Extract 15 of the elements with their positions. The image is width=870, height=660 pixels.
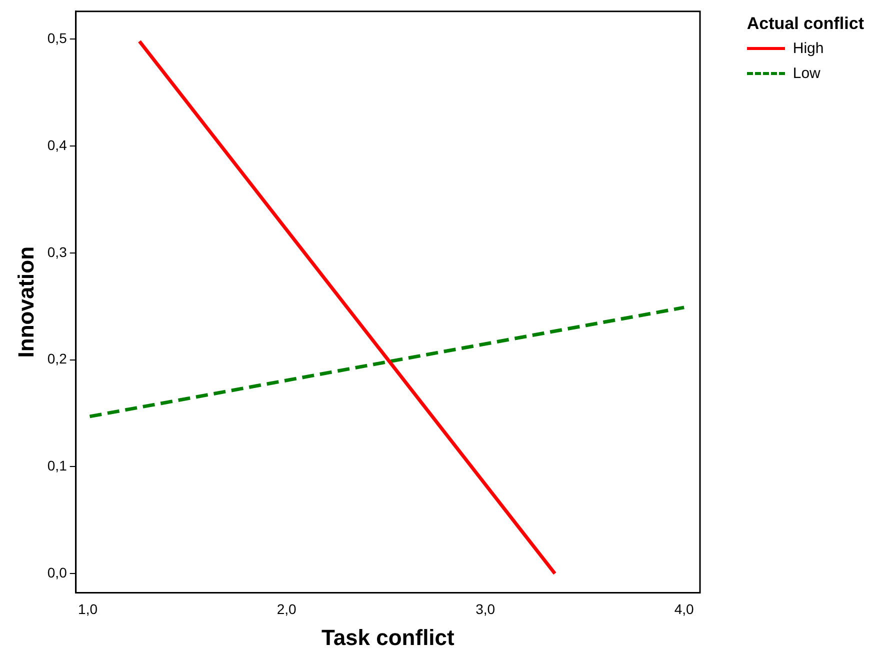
y-tick-label: 0,1: [47, 458, 68, 474]
x-tick-label: 3,0: [476, 601, 496, 618]
x-tick-label: 4,0: [674, 601, 694, 618]
legend-title: Actual conflict: [746, 14, 864, 34]
legend-label: High: [792, 40, 824, 57]
y-tick-label: 0,2: [47, 350, 68, 367]
x-tick-label: 1,0: [78, 601, 98, 618]
y-tick-label: 0,4: [47, 136, 68, 153]
legend-label: Low: [792, 65, 820, 82]
x-axis-title: Task conflict: [322, 624, 456, 650]
x-tick-label: 2,0: [276, 601, 296, 618]
y-axis-title: Innovation: [13, 246, 38, 358]
y-tick-label: 0,3: [47, 244, 68, 260]
y-tick-label: 0,0: [47, 564, 68, 580]
y-tick-label: 0,5: [47, 30, 68, 46]
